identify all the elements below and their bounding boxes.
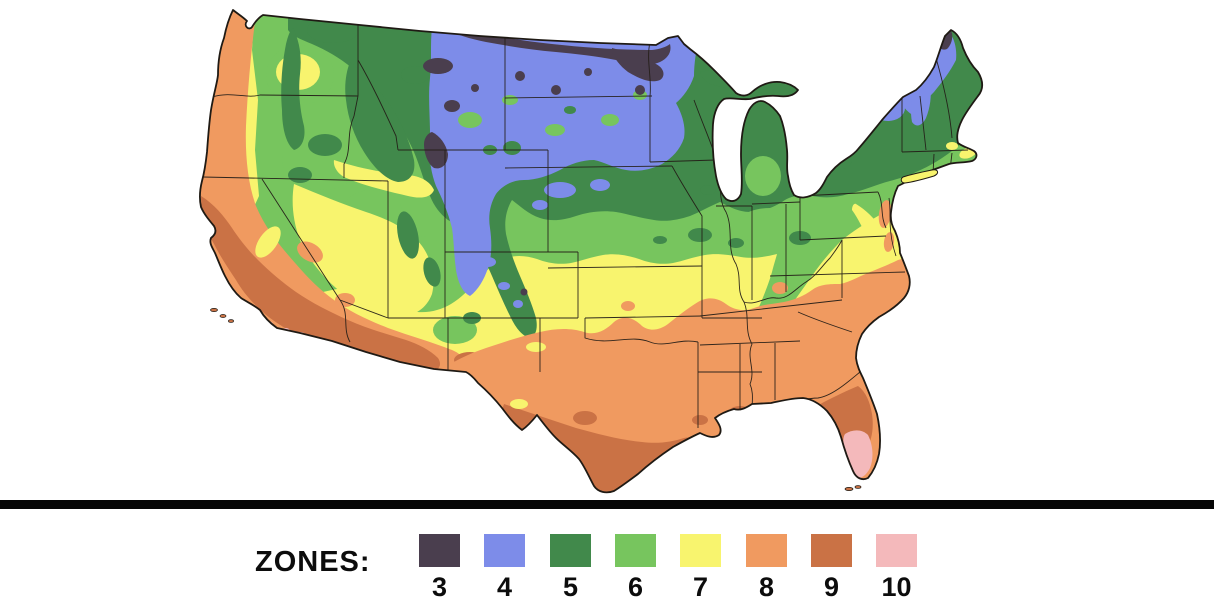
zone-4-label: 4: [496, 572, 513, 602]
zone-7-texas-spots: [510, 342, 546, 409]
zone-3-swatch: [419, 534, 460, 567]
zone-9-swatch: [811, 534, 852, 567]
zone-6-swatch: [615, 534, 656, 567]
zone-5-swatch: [550, 534, 591, 567]
sierra-yellow-strip: [255, 226, 281, 258]
legend-zone-8: 8: [746, 534, 787, 603]
zone-5-label: 5: [562, 572, 579, 602]
legend-zone-10: 10: [876, 534, 917, 603]
zone-6-label: 6: [627, 572, 644, 602]
zone-7-swatch: [680, 534, 721, 567]
zone-10-florida: [843, 430, 873, 478]
state-borders: [202, 12, 969, 428]
zone-7-label: 7: [692, 572, 709, 602]
us-hardiness-map: [199, 9, 984, 494]
divider-bar: [0, 500, 1214, 509]
legend-zone-9: 9: [811, 534, 852, 603]
zone-4-swatch: [484, 534, 525, 567]
zone-8-label: 8: [758, 572, 775, 602]
zone-fill-layers: [199, 10, 983, 493]
zone-10-label: 10: [881, 572, 912, 602]
florida-keys: [844, 485, 862, 491]
zone-9-label: 9: [823, 572, 840, 602]
zone-3-label: 3: [431, 572, 448, 602]
zone-10-swatch: [876, 534, 917, 567]
zone-5-blobs: [281, 17, 852, 324]
channel-islands: [210, 308, 234, 323]
legend-zone-7: 7: [680, 534, 721, 603]
chesapeake-bay-line: [888, 197, 897, 257]
legend-zone-5: 5: [550, 534, 591, 603]
legend-title: ZONES:: [255, 546, 371, 578]
legend-zone-3: 3: [419, 534, 460, 603]
legend-zone-6: 6: [615, 534, 656, 603]
legend-zone-4: 4: [484, 534, 525, 603]
zone-8-swatch: [746, 534, 787, 567]
long-island: [900, 169, 939, 184]
